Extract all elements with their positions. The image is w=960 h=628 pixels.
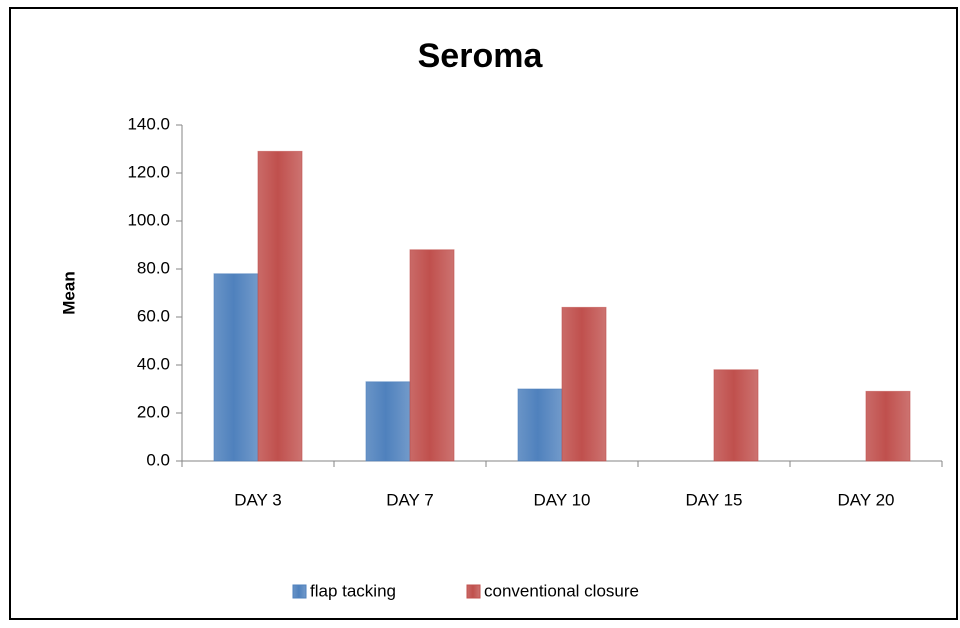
bar	[213, 273, 259, 462]
x-tick-label: DAY 3	[234, 490, 282, 509]
bar	[517, 388, 563, 462]
y-tick-label: 0.0	[146, 450, 170, 469]
chart-border	[9, 7, 958, 620]
y-tick-label: 60.0	[137, 306, 170, 325]
y-tick-label: 80.0	[137, 258, 170, 277]
legend-label: conventional closure	[484, 581, 639, 600]
y-tick-label: 120.0	[127, 162, 170, 181]
bar	[561, 306, 607, 462]
y-tick-label: 140.0	[127, 114, 170, 133]
x-tick-label: DAY 10	[533, 490, 590, 509]
chart-title: Seroma	[418, 37, 544, 75]
legend-label: flap tacking	[310, 581, 396, 600]
y-tick-label: 40.0	[137, 354, 170, 373]
bar	[713, 369, 759, 462]
bar	[365, 381, 411, 462]
y-tick-label: 20.0	[137, 402, 170, 421]
bar	[865, 390, 911, 462]
legend-swatch	[466, 584, 481, 599]
x-tick-label: DAY 20	[837, 490, 894, 509]
x-tick-label: DAY 15	[685, 490, 742, 509]
x-tick-label: DAY 7	[386, 490, 434, 509]
y-tick-label: 100.0	[127, 210, 170, 229]
legend-swatch	[292, 584, 307, 599]
bar	[409, 249, 455, 462]
y-axis-label: Mean	[59, 271, 78, 314]
bar	[257, 150, 303, 462]
